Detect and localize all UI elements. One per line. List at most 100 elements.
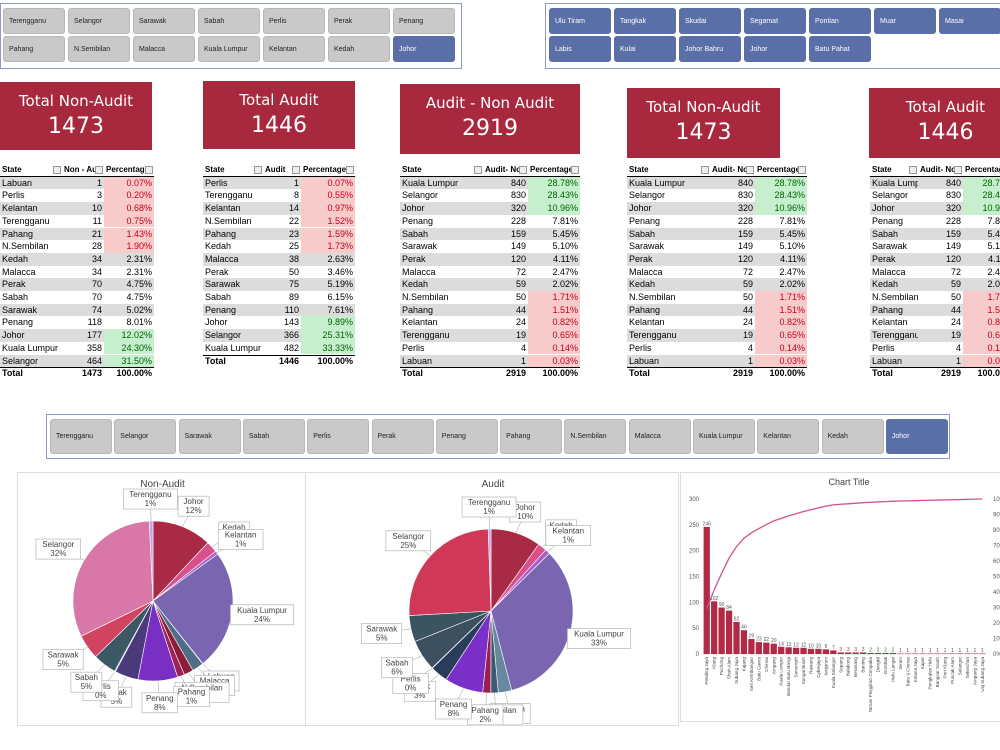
table-cell: Johor: [205, 317, 228, 328]
filter-button[interactable]: [746, 166, 754, 174]
slicer-button[interactable]: Segamat: [744, 8, 806, 34]
table-cell: 5.45%: [779, 228, 805, 239]
table-row: [0, 291, 154, 304]
slicer-button[interactable]: Kelantan: [757, 419, 820, 454]
slicer-button[interactable]: N.Sembilan: [68, 36, 130, 62]
table-cell: 7.81%: [779, 215, 805, 226]
slicer-button[interactable]: Masai: [939, 8, 1000, 34]
table-cell: Sarawak: [402, 241, 438, 252]
bar: [889, 652, 897, 654]
x-tick-label: Kajang: [741, 657, 746, 672]
slicer-button[interactable]: Kulai: [614, 36, 676, 62]
slice-label: Sarawak: [366, 625, 398, 634]
slicer-button[interactable]: Kuala Lumpur: [198, 36, 260, 62]
slicer-button[interactable]: Penang: [435, 419, 498, 454]
table-cell: 4.11%: [988, 253, 1000, 264]
table-cell: Perlis: [872, 342, 895, 353]
filter-button[interactable]: [95, 166, 103, 174]
slicer-button[interactable]: Kelantan: [263, 36, 325, 62]
table-cell: 4.11%: [780, 253, 805, 264]
slice-value-label: 8%: [154, 703, 166, 712]
slicer-button[interactable]: Pontian: [809, 8, 871, 34]
filter-button[interactable]: [798, 166, 806, 174]
slicer-button[interactable]: Malacca: [628, 419, 691, 454]
card-value: 1446: [251, 113, 307, 138]
bar: [778, 646, 785, 654]
slicer-button[interactable]: Skudai: [679, 8, 741, 34]
filter-button[interactable]: [701, 166, 709, 174]
table-cell: N.Sembilan: [205, 215, 252, 226]
table-cell: 10.96%: [528, 202, 580, 215]
filter-button[interactable]: [474, 166, 482, 174]
table-total: 2919: [732, 368, 753, 379]
slicer-button[interactable]: Penang: [393, 8, 455, 34]
slicer-button[interactable]: Johor: [744, 36, 806, 62]
table-row: [627, 278, 807, 291]
slicer-button[interactable]: Perlis: [307, 419, 370, 454]
slicer-button[interactable]: Kedah: [821, 419, 884, 454]
slicer-button[interactable]: Sabah: [242, 419, 305, 454]
filter-button[interactable]: [145, 166, 153, 174]
slicer-button[interactable]: Perak: [328, 8, 390, 34]
x-tick-label: Cheras: [764, 656, 769, 672]
filter-button[interactable]: [292, 166, 300, 174]
slicer-button[interactable]: Johor Bahru: [679, 36, 741, 62]
bar: [897, 653, 904, 654]
filter-button[interactable]: [519, 166, 527, 174]
table-cell: 830: [510, 190, 526, 201]
slicer-button[interactable]: Muar: [874, 8, 936, 34]
table-cell: Pahang: [205, 228, 237, 239]
slicer-button[interactable]: Selangor: [114, 419, 177, 454]
table-header: State: [872, 165, 892, 174]
table-cell: 28.43%: [528, 189, 580, 203]
filter-button[interactable]: [53, 166, 61, 174]
slicer-button[interactable]: Tangkak: [614, 8, 676, 34]
slicer-button[interactable]: Batu Pahat: [809, 36, 871, 62]
slicer-button[interactable]: Pahang: [500, 419, 563, 454]
slicer-button[interactable]: Terengganu: [3, 8, 65, 34]
slicer-button[interactable]: Pahang: [3, 36, 65, 62]
slicer-button[interactable]: Perak: [371, 419, 434, 454]
filter-button[interactable]: [346, 166, 354, 174]
table-total: 2919: [505, 368, 526, 379]
slicer-button[interactable]: Perlis: [263, 8, 325, 34]
slicer-button[interactable]: N.Sembilan: [564, 419, 627, 454]
table-cell: Perak: [872, 253, 896, 264]
y2-tick-label: 60%: [993, 559, 1000, 565]
slicer-button[interactable]: Sarawak: [133, 8, 195, 34]
slicer-button[interactable]: Sabah: [198, 8, 260, 34]
slicer-button[interactable]: Ulu Tiram: [549, 8, 611, 34]
bar-value-label: 12: [801, 642, 807, 648]
table-cell: 0.14%: [528, 341, 580, 355]
filter-button[interactable]: [909, 166, 917, 174]
pie-slice: [152, 520, 209, 602]
slicer-button[interactable]: Terengganu: [50, 419, 112, 454]
slicer-button[interactable]: Malacca: [133, 36, 195, 62]
table-cell: 10: [91, 203, 102, 214]
table-cell: Johor: [2, 330, 25, 341]
filter-button[interactable]: [954, 166, 962, 174]
slicer-button[interactable]: Kuala Lumpur: [693, 419, 755, 454]
filter-button[interactable]: [571, 166, 579, 174]
slicer-button[interactable]: Kedah: [328, 36, 390, 62]
slicer-button[interactable]: Johor: [885, 419, 948, 454]
slice-value-label: 0%: [405, 683, 417, 692]
table-cell: 3.46%: [327, 266, 353, 277]
table-header: Percentage: [965, 165, 1000, 174]
table-cell: 358: [86, 342, 102, 353]
slicer-button[interactable]: Johor: [393, 36, 455, 62]
table-cell: Kuala Lumpur: [629, 177, 686, 188]
slicer-button[interactable]: Labis: [549, 36, 611, 62]
filter-button[interactable]: [254, 166, 262, 174]
table-cell: 118: [87, 317, 102, 328]
slicer-button[interactable]: Selangor: [68, 8, 130, 34]
x-tick-label: Ampang: [771, 657, 776, 675]
table-cell: 70: [91, 279, 102, 290]
table-cell: 7.81%: [552, 215, 578, 226]
table-row: [870, 252, 1000, 266]
table-cell: 1.71%: [963, 291, 1000, 304]
slicer-button[interactable]: Sarawak: [178, 419, 241, 454]
bar: [904, 653, 911, 654]
table-cell: 24.30%: [104, 341, 154, 355]
